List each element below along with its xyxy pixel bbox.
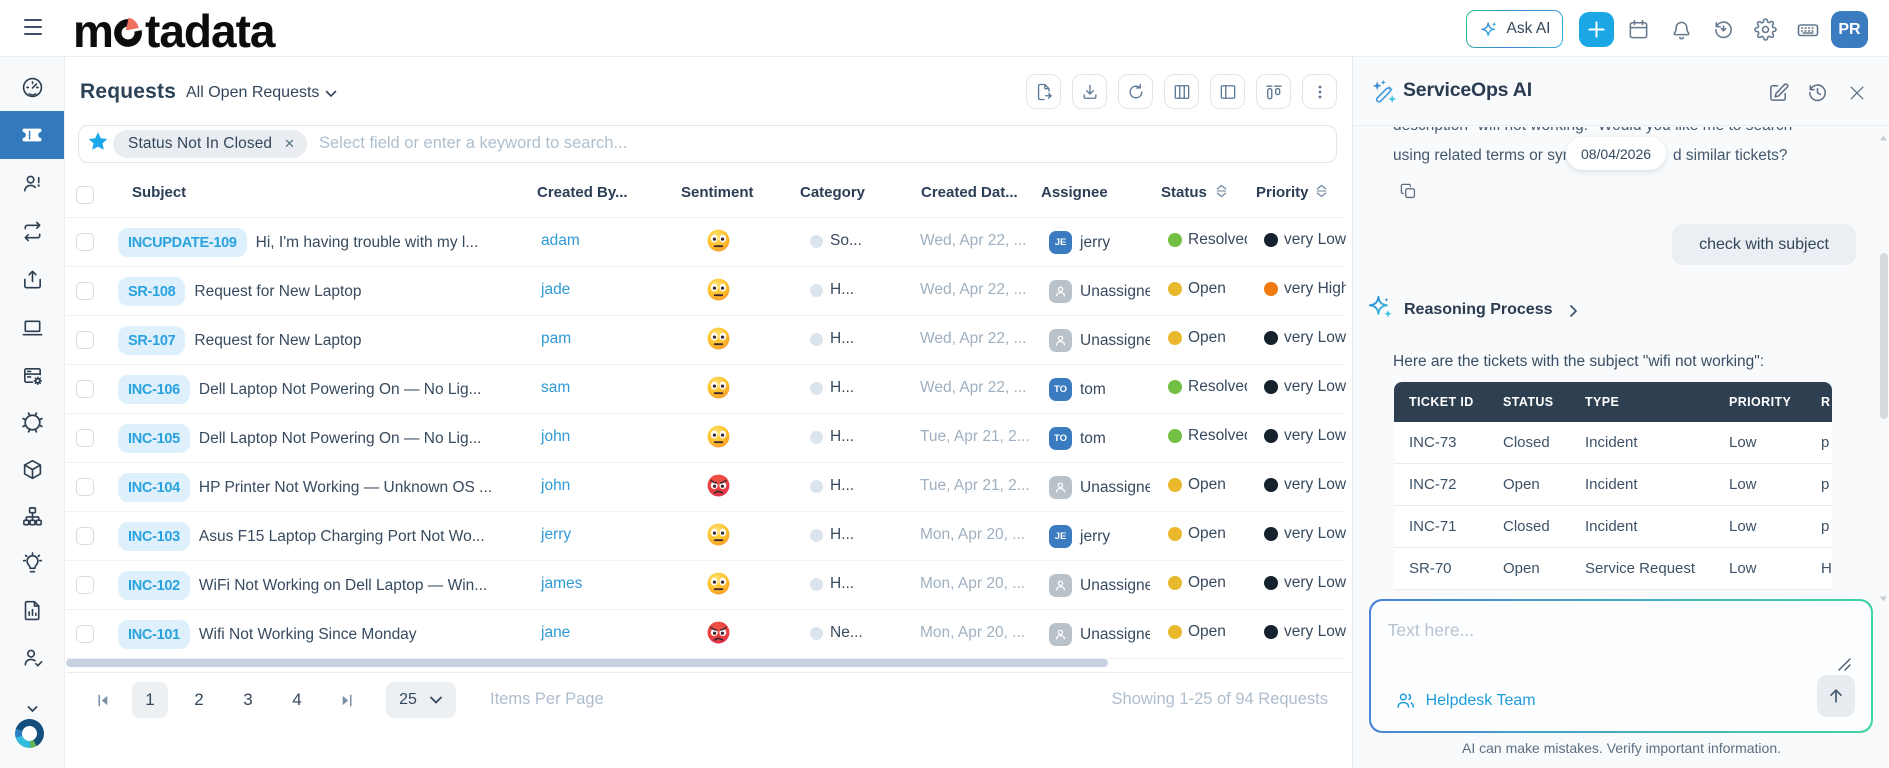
svg-text:m: m <box>75 8 113 54</box>
svg-text:tadata: tadata <box>145 8 276 54</box>
